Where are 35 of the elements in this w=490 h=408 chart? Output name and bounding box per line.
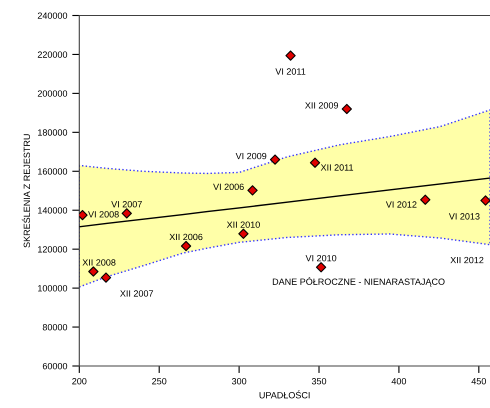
x-tick-label: 200: [72, 378, 86, 384]
y-tick-label: 100000: [38, 285, 68, 292]
y-tick-label: 240000: [38, 12, 68, 19]
annotation: XII 2012: [450, 256, 484, 264]
annotation: XII 2007: [120, 290, 154, 297]
annotation: VI 2012: [386, 201, 416, 208]
annotation: VI 2010: [306, 254, 336, 262]
x-tick-label: 450: [471, 378, 486, 384]
y-tick-label: 140000: [38, 207, 68, 214]
annotation: VI 2007: [111, 201, 142, 208]
annotation: XII 2010: [226, 221, 260, 228]
annotation: XII 2008: [82, 259, 116, 266]
x-tick-label: 300: [232, 378, 246, 384]
annotation: VI 2008: [88, 211, 119, 218]
y-tick-label: 180000: [38, 129, 68, 136]
annotation: VI 2011: [275, 68, 306, 75]
annotation: XII 2009: [305, 102, 338, 109]
x-tick-label: 400: [392, 378, 406, 384]
x-axis-title: UPADŁOŚCI: [260, 390, 310, 398]
annotation: VI 2009: [236, 152, 266, 160]
annotation: VI 2013: [448, 213, 480, 220]
y-tick-label: 220000: [38, 51, 68, 58]
y-axis-title: SKREŚLENIA Z REJESTRU: [22, 134, 30, 248]
y-tick-label: 80000: [42, 324, 68, 330]
annotation: VI 2006: [213, 184, 244, 190]
y-tick-label: 60000: [42, 362, 68, 370]
y-tick-label: 160000: [38, 168, 68, 175]
annotation: XII 2006: [169, 234, 202, 240]
annotation: DANE PÓŁROCZNE - NIENARASTAJĄCO: [272, 276, 445, 287]
y-tick-label: 120000: [38, 246, 68, 253]
point: [285, 50, 296, 61]
x-tick-label: 350: [312, 378, 326, 384]
y-tick-label: 200000: [38, 90, 68, 97]
x-tick-label: 250: [152, 378, 166, 384]
annotation: XII 2011: [320, 164, 354, 171]
